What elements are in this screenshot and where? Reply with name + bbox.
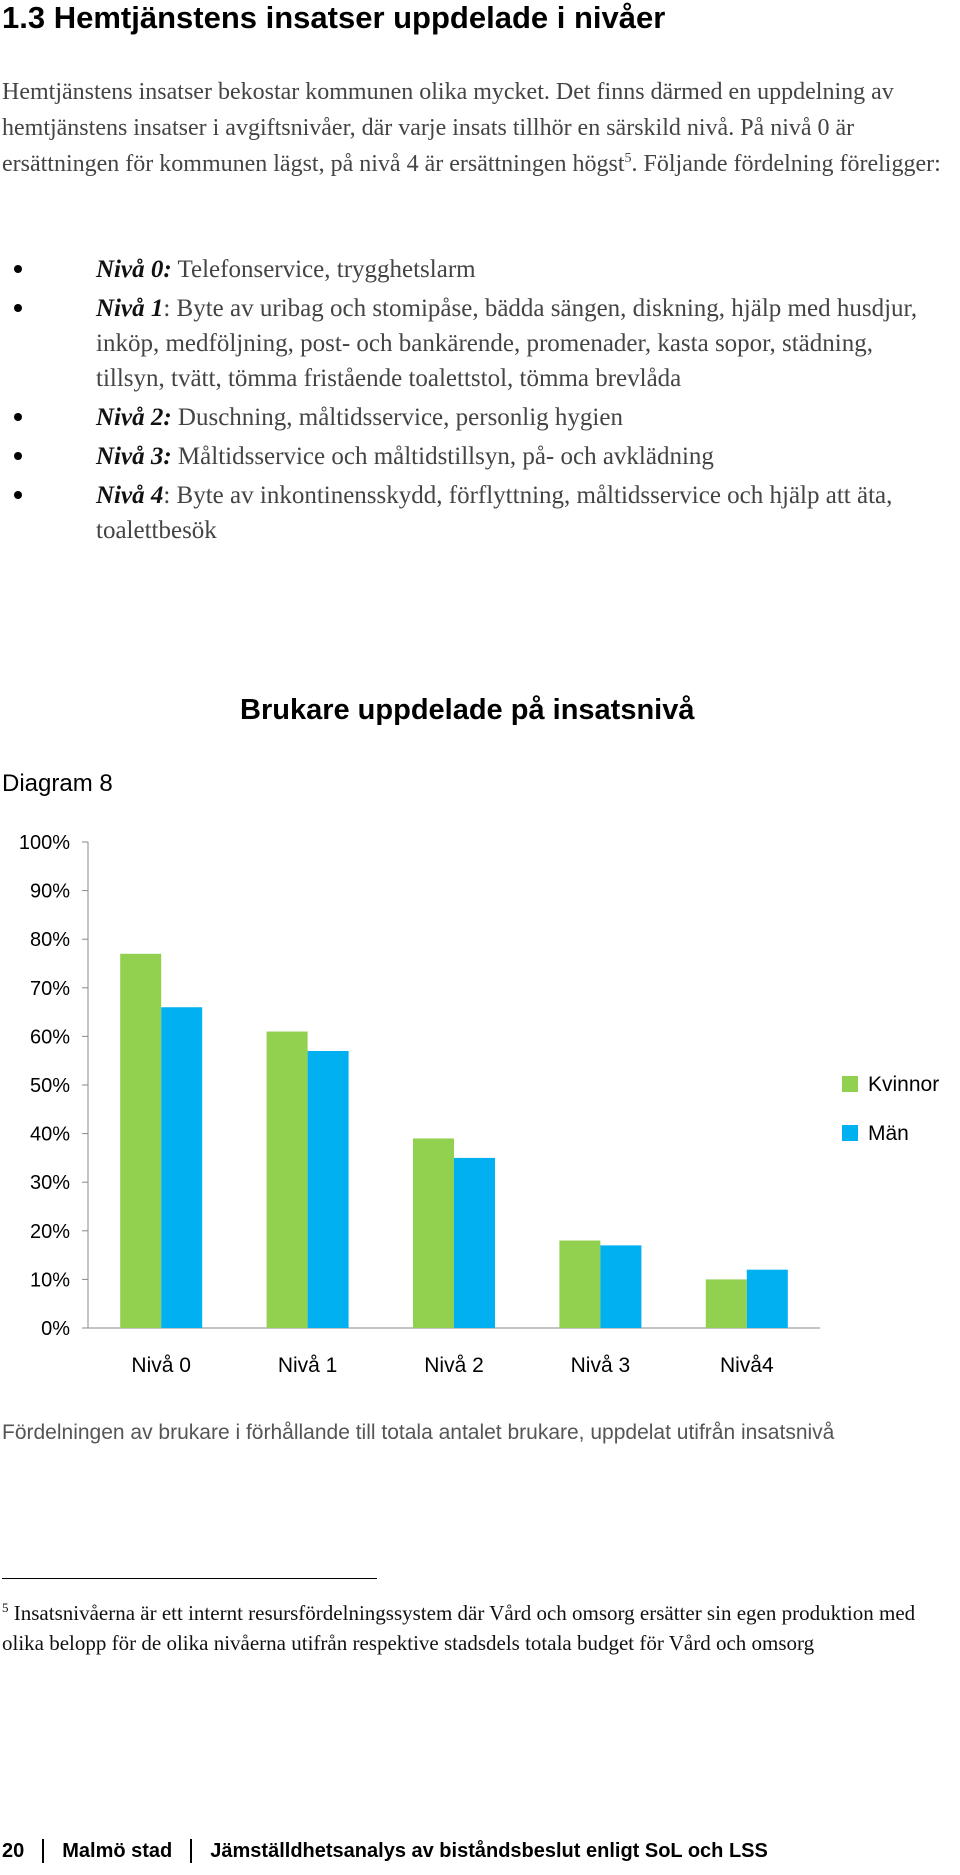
footer-divider bbox=[42, 1839, 45, 1863]
footnote-number: 5 bbox=[2, 1600, 9, 1615]
bar-kvinnor bbox=[266, 1031, 308, 1328]
y-tick-label: 60% bbox=[30, 1026, 70, 1048]
x-tick-label: Nivå 3 bbox=[571, 1354, 631, 1377]
y-tick-label: 30% bbox=[30, 1172, 70, 1194]
chart-caption: Fördelningen av brukare i förhållande ti… bbox=[2, 1421, 835, 1444]
level-text: : Byte av uribag och stomipåse, bädda sä… bbox=[96, 295, 918, 392]
bar-kvinnor bbox=[413, 1138, 454, 1328]
y-tick-label: 40% bbox=[30, 1124, 70, 1146]
bar-kvinnor bbox=[559, 1240, 601, 1328]
x-tick-label: Nivå4 bbox=[720, 1354, 774, 1377]
footnote-ref: 5 bbox=[624, 151, 632, 166]
y-tick-label: 50% bbox=[30, 1075, 70, 1097]
level-text: Måltidsservice och måltidstillsyn, på- o… bbox=[171, 443, 714, 470]
y-tick-label: 0% bbox=[41, 1318, 70, 1340]
bar-män bbox=[161, 1007, 203, 1328]
y-tick-label: 70% bbox=[30, 978, 70, 1000]
y-tick-label: 10% bbox=[30, 1269, 70, 1291]
legend-swatch bbox=[842, 1076, 858, 1092]
x-tick-label: Nivå 0 bbox=[131, 1354, 191, 1377]
level-name: Nivå 4 bbox=[96, 482, 164, 509]
level-item: Nivå 0: Telefonservice, trygghetslarm bbox=[14, 252, 936, 287]
diagram-label: Diagram 8 bbox=[2, 770, 113, 797]
level-item: Nivå 2: Duschning, måltidsservice, perso… bbox=[14, 400, 936, 435]
level-list: Nivå 0: Telefonservice, trygghetslarm Ni… bbox=[14, 252, 936, 552]
level-name: Nivå 1 bbox=[96, 295, 164, 322]
legend-label: Kvinnor bbox=[868, 1073, 939, 1096]
level-name: Nivå 2: bbox=[96, 404, 172, 431]
y-tick-label: 80% bbox=[30, 929, 70, 951]
legend-swatch bbox=[842, 1125, 858, 1141]
section-heading: 1.3 Hemtjänstens insatser uppdelade i ni… bbox=[2, 0, 666, 35]
intro-paragraph: Hemtjänstens insatser bekostar kommunen … bbox=[2, 74, 947, 182]
x-tick-label: Nivå 1 bbox=[278, 1354, 338, 1377]
footer-title: Jämställdhetsanalys av biståndsbeslut en… bbox=[210, 1839, 768, 1862]
level-name: Nivå 3: bbox=[96, 443, 172, 470]
y-tick-label: 20% bbox=[30, 1221, 70, 1243]
y-tick-label: 90% bbox=[30, 881, 70, 903]
bar-män bbox=[454, 1157, 495, 1328]
chart-title: Brukare uppdelade på insatsnivå bbox=[240, 694, 695, 726]
intro-text-after: . Följande fördelning föreligger: bbox=[631, 151, 941, 177]
intro-text: Hemtjänstens insatser bekostar kommunen … bbox=[2, 79, 894, 177]
footnote-text: Insatsnivåerna är ett internt resursförd… bbox=[2, 1601, 916, 1655]
y-tick-label: 100% bbox=[19, 832, 70, 854]
page-number: 20 bbox=[2, 1839, 25, 1862]
footnote: 5 Insatsnivåerna är ett internt resursfö… bbox=[2, 1598, 947, 1658]
bar-män bbox=[600, 1245, 642, 1328]
level-item: Nivå 3: Måltidsservice och måltidstillsy… bbox=[14, 439, 936, 474]
footer-org: Malmö stad bbox=[62, 1839, 173, 1862]
footer-divider bbox=[190, 1839, 193, 1863]
bar-kvinnor bbox=[705, 1279, 747, 1328]
legend-label: Män bbox=[868, 1122, 909, 1145]
x-tick-label: Nivå 2 bbox=[424, 1354, 484, 1377]
bar-kvinnor bbox=[120, 953, 162, 1328]
bar-chart: 0% 10% 20% 30% 40% 50% 60% 70% 80% 90% 100% Nivå 0 N… bbox=[19, 832, 939, 1377]
footnote-divider bbox=[2, 1578, 377, 1579]
bar-män bbox=[307, 1050, 349, 1328]
level-item: Nivå 1: Byte av uribag och stomipåse, bä… bbox=[14, 291, 936, 396]
level-text: Duschning, måltidsservice, personlig hyg… bbox=[171, 404, 623, 431]
page-footer: 20 Malmö stad Jämställdhetsanalys av bis… bbox=[2, 1838, 768, 1864]
level-name: Nivå 0: bbox=[96, 256, 172, 283]
bar-män bbox=[746, 1269, 788, 1328]
level-text: Telefonservice, trygghetslarm bbox=[171, 256, 476, 283]
level-text: : Byte av inkontinensskydd, förflyttning… bbox=[96, 482, 893, 544]
level-item: Nivå 4: Byte av inkontinensskydd, förfly… bbox=[14, 478, 936, 548]
